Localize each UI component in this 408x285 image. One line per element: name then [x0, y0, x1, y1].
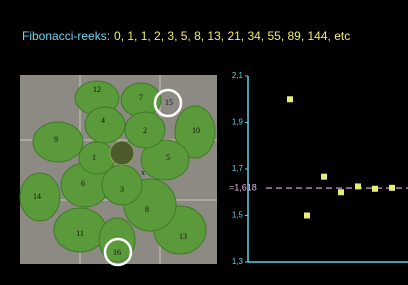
point	[287, 96, 293, 102]
y-tick-label: 2,1	[232, 71, 244, 80]
leaf-label: 12	[93, 85, 101, 94]
leaf-label: 3	[120, 185, 124, 194]
leaf-label: 11	[76, 229, 84, 238]
page: {"title": {"label": "Fibonacci-reeks:", …	[0, 0, 408, 285]
reference-label: =1,618	[229, 182, 257, 192]
leaf-label: 1	[92, 153, 96, 162]
y-tick-label: 1,5	[232, 211, 244, 220]
title-sequence: 0, 1, 1, 2, 3, 5, 8, 13, 21, 34, 55, 89,…	[114, 29, 350, 43]
point	[321, 174, 327, 180]
point	[372, 186, 378, 192]
point	[338, 189, 344, 195]
leaf-label: x	[141, 168, 145, 177]
point	[304, 213, 310, 219]
leaf-label: 15	[165, 98, 173, 107]
plant-photo	[20, 75, 217, 265]
leaf-label: 7	[139, 93, 143, 102]
leaf-label: 4	[101, 116, 105, 125]
leaf-label: 9	[54, 135, 58, 144]
point	[389, 185, 395, 191]
point	[355, 183, 361, 189]
leaf-label: 14	[33, 192, 41, 201]
slide: Fibonacci-reeks: 0, 1, 1, 2, 3, 5, 8, 13…	[0, 0, 408, 285]
title-label: Fibonacci-reeks:	[22, 29, 110, 43]
leaf-label: 6	[81, 179, 85, 188]
leaf-label: 5	[166, 153, 170, 162]
y-tick-label: 1,9	[232, 118, 244, 127]
y-tick-label: 1,3	[232, 257, 244, 266]
leaf-label: 2	[143, 126, 147, 135]
leaf-label: 8	[145, 205, 149, 214]
leaf-label: 13	[179, 232, 187, 241]
leaf-label: 10	[192, 126, 200, 135]
leaf-label: 16	[113, 248, 121, 257]
y-tick-label: 1,7	[232, 164, 244, 173]
